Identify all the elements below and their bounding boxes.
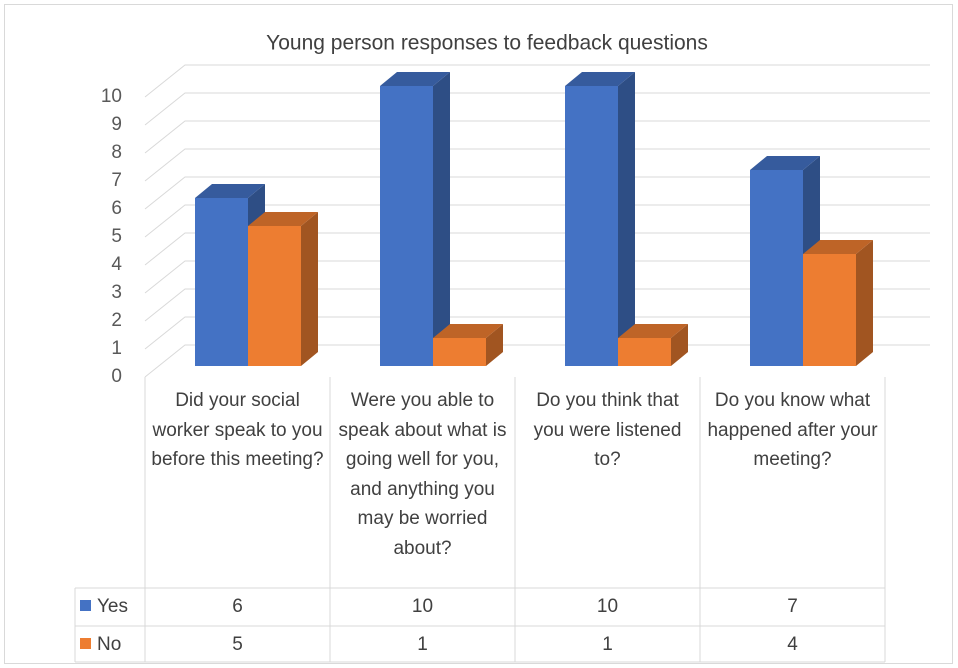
y-tick-label: 8 — [111, 142, 122, 163]
grid-line — [144, 120, 930, 154]
y-tick-label: 10 — [101, 86, 122, 107]
grid-line — [144, 148, 930, 182]
bar-front — [248, 226, 301, 366]
y-tick-label: 0 — [111, 366, 122, 387]
legend-swatch — [80, 638, 91, 649]
chart-title: Young person responses to feedback quest… — [266, 32, 708, 55]
bar-top — [750, 156, 820, 170]
grid-line — [144, 64, 930, 98]
bar-side — [301, 212, 318, 366]
bar-front — [433, 338, 486, 366]
grid-line — [144, 204, 930, 238]
grid-line — [144, 288, 930, 322]
y-tick-label: 6 — [111, 198, 122, 219]
bar-side — [618, 72, 635, 366]
bar-front — [750, 170, 803, 366]
grid-line — [144, 92, 930, 126]
grid-line — [144, 316, 930, 350]
x-tick-label: Do you know what happened after your mee… — [707, 390, 878, 470]
bar-top — [565, 72, 635, 86]
y-tick-label: 9 — [111, 114, 122, 135]
grid-line — [144, 260, 930, 294]
table-value: 7 — [787, 596, 798, 617]
table-value: 10 — [411, 596, 434, 617]
x-tick-label: Do you think that you were listened to? — [533, 390, 682, 470]
bar-top — [433, 324, 503, 338]
bar-top — [618, 324, 688, 338]
bar-top — [195, 184, 265, 198]
legend-label: Yes — [97, 596, 128, 617]
table-value: 4 — [787, 634, 798, 655]
bar-side — [433, 72, 450, 366]
table-value: 6 — [232, 596, 243, 617]
bar — [433, 324, 503, 366]
y-tick-label: 1 — [111, 338, 122, 359]
table-value: 5 — [232, 634, 243, 655]
legend-swatch — [80, 600, 91, 611]
chart-border — [4, 4, 953, 664]
bar-top — [380, 72, 450, 86]
x-tick-label: Were you able to speak about what is goi… — [338, 390, 507, 559]
y-tick-label: 5 — [111, 226, 122, 247]
grid-line — [144, 176, 930, 210]
table-value: 1 — [417, 634, 428, 655]
bar — [565, 72, 635, 366]
bar-front — [195, 198, 248, 366]
grid-line — [144, 232, 930, 266]
legend-entry: No — [80, 634, 121, 656]
bar — [803, 240, 873, 366]
bar — [380, 72, 450, 366]
bar — [248, 212, 318, 366]
x-tick-label: Did your social worker speak to you befo… — [151, 390, 324, 470]
y-tick-label: 7 — [111, 170, 122, 191]
bar-front — [618, 338, 671, 366]
bar-front — [803, 254, 856, 366]
y-tick-label: 3 — [111, 282, 122, 303]
bar-front — [380, 86, 433, 366]
bar — [618, 324, 688, 366]
table-value: 10 — [596, 596, 619, 617]
bar-top — [248, 212, 318, 226]
bar-side — [856, 240, 873, 366]
bar-front — [565, 86, 618, 366]
legend-entry: Yes — [80, 596, 128, 618]
y-tick-label: 4 — [111, 254, 122, 275]
table-value: 1 — [602, 634, 613, 655]
legend-label: No — [97, 634, 122, 655]
bar-top — [803, 240, 873, 254]
y-tick-label: 2 — [111, 310, 122, 331]
